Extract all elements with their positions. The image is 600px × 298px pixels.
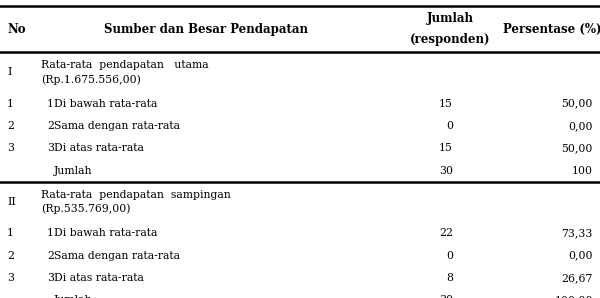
Text: 1: 1 [47, 99, 54, 108]
Text: 15: 15 [439, 143, 453, 153]
Text: Di bawah rata-rata: Di bawah rata-rata [54, 228, 157, 238]
Text: Jumlah: Jumlah [54, 166, 92, 176]
Text: 0: 0 [446, 251, 453, 260]
Text: (Rp.535.769,00): (Rp.535.769,00) [41, 204, 130, 215]
Text: Jumlah: Jumlah [427, 13, 473, 25]
Text: 2: 2 [47, 251, 54, 260]
Text: 15: 15 [439, 99, 453, 108]
Text: 2: 2 [7, 251, 14, 260]
Text: 30: 30 [439, 166, 453, 176]
Text: Di atas rata-rata: Di atas rata-rata [54, 143, 144, 153]
Text: 1: 1 [47, 228, 54, 238]
Text: Rata-rata  pendapatan   utama: Rata-rata pendapatan utama [41, 60, 208, 70]
Text: Di atas rata-rata: Di atas rata-rata [54, 273, 144, 283]
Text: 3: 3 [47, 143, 54, 153]
Text: (Rp.1.675.556,00): (Rp.1.675.556,00) [41, 74, 140, 85]
Text: 1: 1 [7, 99, 14, 108]
Text: Persentase (%): Persentase (%) [503, 23, 600, 35]
Text: Sumber dan Besar Pendapatan: Sumber dan Besar Pendapatan [104, 23, 308, 35]
Text: 2: 2 [7, 121, 14, 131]
Text: 8: 8 [446, 273, 453, 283]
Text: 0: 0 [446, 121, 453, 131]
Text: 2: 2 [47, 121, 54, 131]
Text: Di bawah rata-rata: Di bawah rata-rata [54, 99, 157, 108]
Text: 50,00: 50,00 [562, 143, 593, 153]
Text: Sama dengan rata-rata: Sama dengan rata-rata [54, 121, 180, 131]
Text: 73,33: 73,33 [562, 228, 593, 238]
Text: (responden): (responden) [410, 33, 490, 46]
Text: 0,00: 0,00 [568, 121, 593, 131]
Text: 22: 22 [439, 228, 453, 238]
Text: Rata-rata  pendapatan  sampingan: Rata-rata pendapatan sampingan [41, 190, 230, 200]
Text: 26,67: 26,67 [562, 273, 593, 283]
Text: II: II [7, 197, 16, 207]
Text: Sama dengan rata-rata: Sama dengan rata-rata [54, 251, 180, 260]
Text: Jumlah: Jumlah [54, 295, 92, 298]
Text: 3: 3 [7, 143, 14, 153]
Text: 100: 100 [572, 166, 593, 176]
Text: 0,00: 0,00 [568, 251, 593, 260]
Text: 1: 1 [7, 228, 14, 238]
Text: 30: 30 [439, 295, 453, 298]
Text: No: No [7, 23, 26, 35]
Text: 100,00: 100,00 [554, 295, 593, 298]
Text: 3: 3 [47, 273, 54, 283]
Text: 50,00: 50,00 [562, 99, 593, 108]
Text: I: I [7, 67, 11, 77]
Text: 3: 3 [7, 273, 14, 283]
